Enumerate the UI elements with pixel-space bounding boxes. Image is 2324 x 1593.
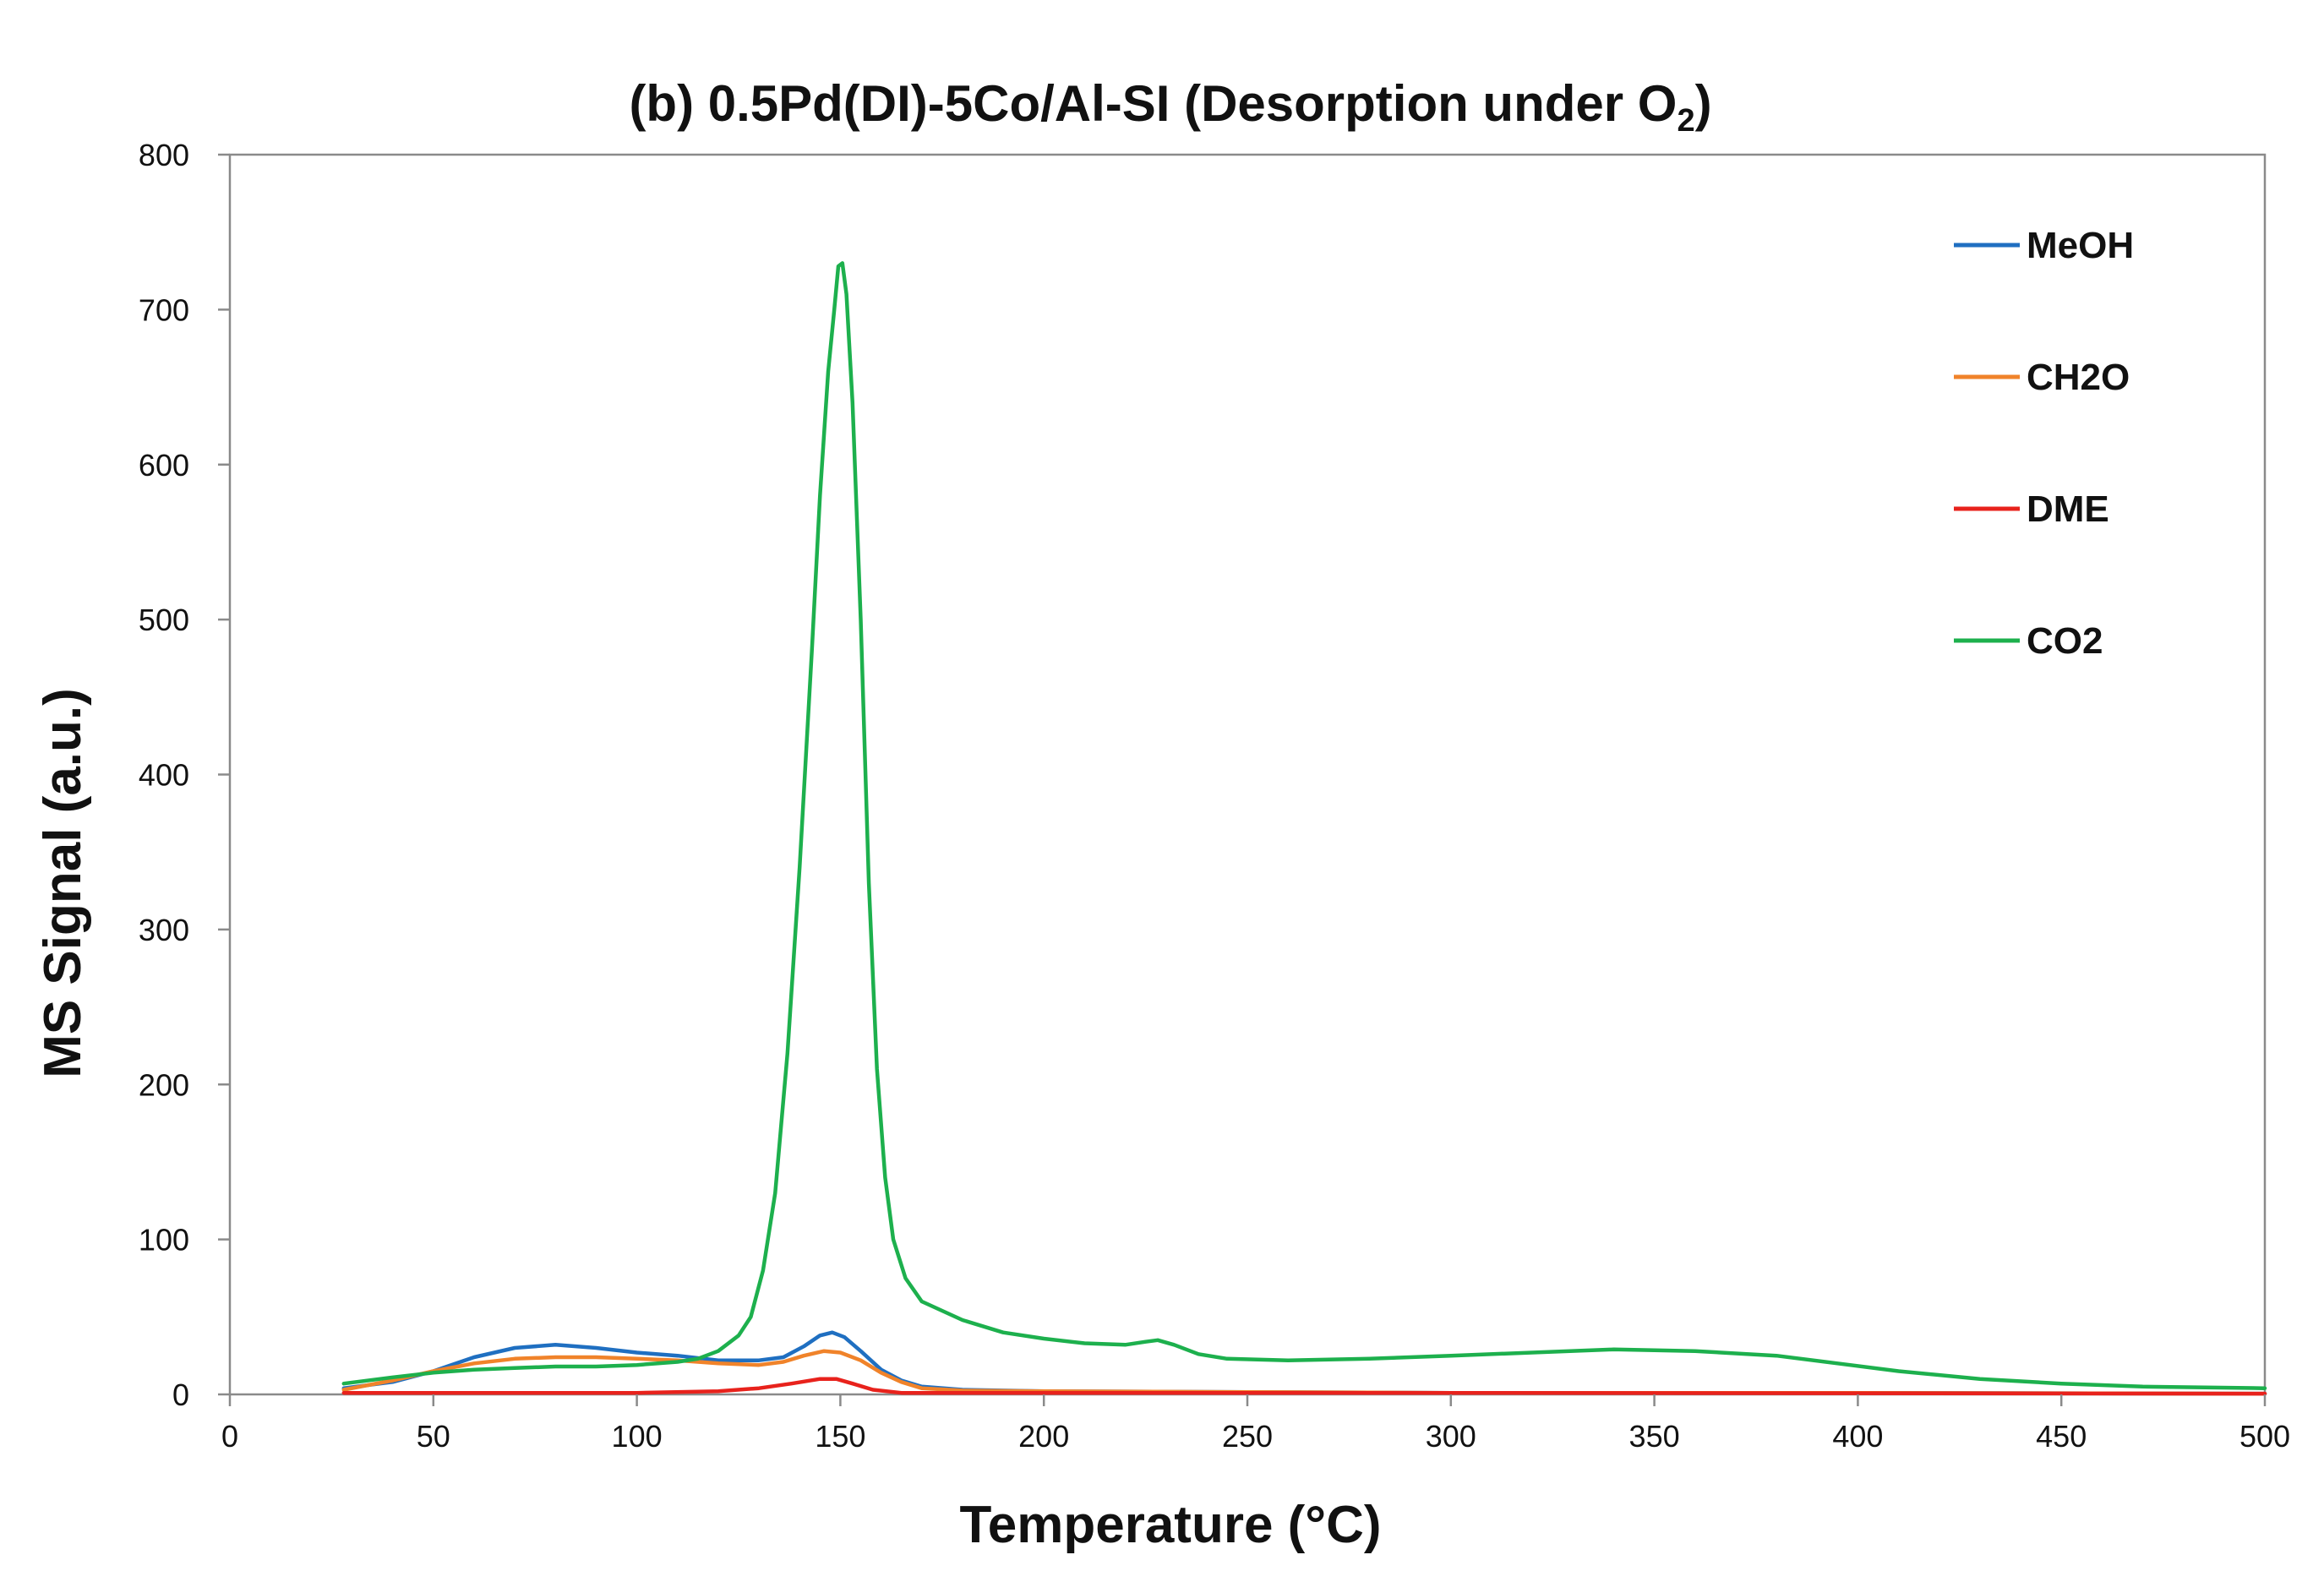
x-tick-label: 100 xyxy=(612,1419,663,1454)
x-tick-label: 0 xyxy=(221,1419,238,1454)
legend-label: DME xyxy=(2027,488,2109,530)
y-tick-label: 800 xyxy=(139,138,189,172)
x-tick-label: 450 xyxy=(2036,1419,2087,1454)
y-tick-label: 700 xyxy=(139,292,189,327)
legend-label: CH2O xyxy=(2027,357,2130,398)
y-tick-label: 600 xyxy=(139,448,189,483)
y-tick-label: 0 xyxy=(172,1378,189,1412)
series-line-dme xyxy=(341,1377,2267,1396)
legend-item-ch2o: CH2O xyxy=(1954,357,2130,398)
y-tick-label: 500 xyxy=(139,603,189,637)
x-axis-label: Temperature (°C) xyxy=(959,1496,1381,1554)
chart-title-subscript: 2 xyxy=(1677,103,1694,139)
x-tick-label: 400 xyxy=(1832,1419,1883,1454)
legend-label: MeOH xyxy=(2027,225,2134,266)
legend-item-dme: DME xyxy=(1954,488,2109,530)
chart-title-main: (b) 0.5Pd(DI)-5Co/Al-SI (Desorption unde… xyxy=(629,75,1677,132)
y-tick-label: 400 xyxy=(139,758,189,793)
axes-group: 0 50 100 150 200 250 300 350 400 450 500 0 100 200 300… xyxy=(139,138,2290,1454)
legend-item-co2: CO2 xyxy=(1954,620,2103,662)
y-tick-label: 100 xyxy=(139,1223,189,1257)
series-line-co2 xyxy=(341,261,2267,1390)
chart-title-tail: ) xyxy=(1695,75,1712,132)
legend: MeOH CH2O DME CO2 xyxy=(1954,225,2134,662)
x-tick-label: 50 xyxy=(417,1419,450,1454)
legend-label: CO2 xyxy=(2027,620,2103,662)
x-tick-label: 150 xyxy=(815,1419,865,1454)
y-tick-label: 200 xyxy=(139,1067,189,1102)
x-tick-label: 200 xyxy=(1018,1419,1069,1454)
x-tick-label: 250 xyxy=(1222,1419,1273,1454)
x-tick-label: 350 xyxy=(1629,1419,1680,1454)
legend-item-meoh: MeOH xyxy=(1954,225,2134,266)
series-group xyxy=(341,261,2267,1396)
x-tick-label: 500 xyxy=(2239,1419,2290,1454)
y-tick-label: 300 xyxy=(139,913,189,947)
x-tick-label: 300 xyxy=(1426,1419,1476,1454)
y-axis-label: MS Signal (a.u.) xyxy=(34,688,92,1078)
chart-title: (b) 0.5Pd(DI)-5Co/Al-SI (Desorption unde… xyxy=(629,75,1711,139)
